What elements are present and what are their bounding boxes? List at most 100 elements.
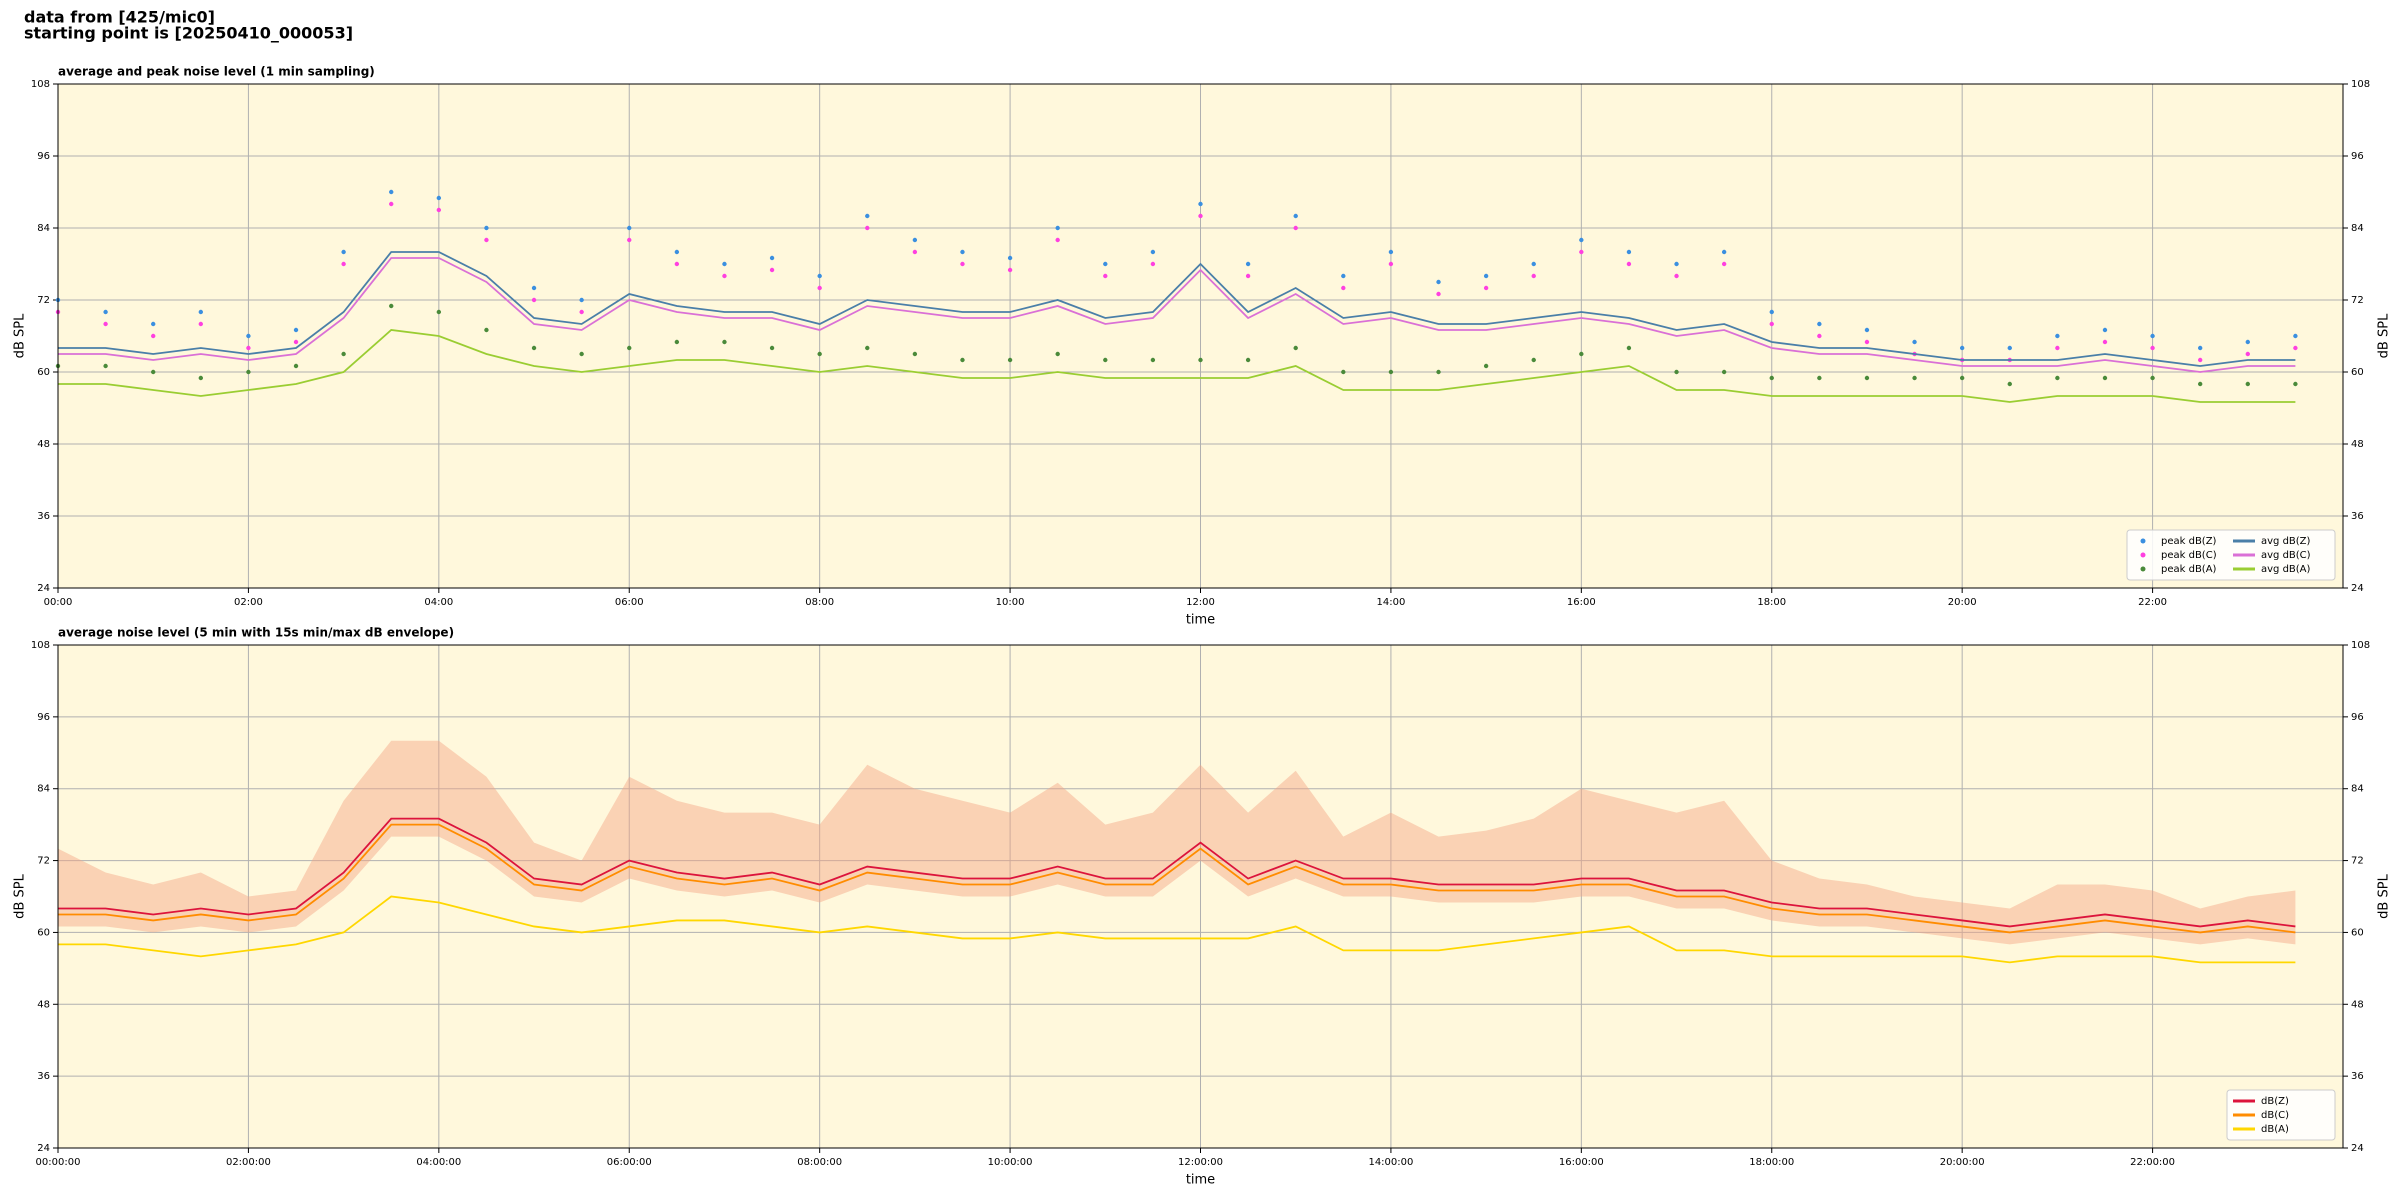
x-axis-label: time — [1186, 1173, 1215, 1188]
y2-tick-label: 36 — [2351, 511, 2364, 522]
y2-tick-label: 96 — [2351, 712, 2364, 723]
peak-point — [531, 297, 537, 303]
peak-point — [865, 213, 870, 219]
x-tick-label: 04:00:00 — [416, 1157, 461, 1168]
y-tick-label: 96 — [37, 712, 50, 723]
y2-tick-label: 24 — [2351, 583, 2364, 594]
peak-point — [865, 225, 870, 231]
peak-point — [2293, 333, 2298, 339]
peak-point — [1531, 273, 1536, 279]
peak-point — [1198, 357, 1203, 363]
y-tick-label: 60 — [37, 927, 50, 938]
x-tick-label: 12:00:00 — [1178, 1157, 1223, 1168]
y2-tick-label: 84 — [2351, 784, 2364, 795]
x-tick-label: 00:00:00 — [36, 1157, 81, 1168]
peak-point — [1912, 375, 1917, 381]
peak-point — [341, 261, 346, 267]
peak-point — [531, 285, 537, 291]
peak-point — [2150, 345, 2155, 351]
peak-point — [1483, 285, 1489, 291]
y-tick-label: 60 — [37, 367, 50, 378]
peak-point — [1769, 321, 1774, 327]
x-tick-label: 08:00 — [805, 597, 834, 608]
series-line — [58, 895, 2296, 964]
y2-tick-label: 108 — [2351, 79, 2370, 90]
peak-point — [484, 237, 489, 243]
y2-tick-label: 60 — [2351, 927, 2364, 938]
peak-point — [389, 303, 394, 309]
y-tick-label: 96 — [37, 151, 50, 162]
x-tick-label: 22:00 — [2138, 597, 2167, 608]
peak-point — [1007, 267, 1013, 273]
peak-point — [1150, 261, 1156, 267]
peak-point — [579, 309, 584, 315]
peak-point — [1674, 261, 1679, 267]
y-tick-label: 72 — [37, 295, 50, 306]
peak-point — [1103, 357, 1108, 363]
peak-point — [1293, 213, 1298, 219]
x-tick-label: 18:00 — [1757, 597, 1786, 608]
y-tick-label: 36 — [37, 511, 50, 522]
peak-point — [1245, 261, 1251, 267]
peak-point — [627, 225, 632, 231]
peak-point — [2007, 345, 2012, 351]
peak-point — [1959, 375, 1965, 381]
peak-point — [1483, 273, 1489, 279]
peak-point — [2102, 327, 2108, 333]
series-line — [58, 257, 2296, 373]
peak-point — [674, 339, 680, 345]
y-tick-label: 24 — [37, 583, 50, 594]
peak-point — [2197, 345, 2203, 351]
x-tick-label: 16:00:00 — [1559, 1157, 1604, 1168]
peak-point — [436, 195, 442, 201]
peak-point — [2055, 345, 2060, 351]
peak-point — [151, 333, 156, 339]
peak-point — [484, 327, 489, 333]
peak-point — [579, 351, 584, 357]
peak-point — [1388, 369, 1394, 375]
legend-label: avg dB(A) — [2261, 564, 2311, 575]
legend-label: avg dB(C) — [2261, 550, 2311, 561]
peak-point — [198, 309, 204, 315]
peak-point — [246, 333, 251, 339]
x-tick-label: 16:00 — [1567, 597, 1596, 608]
peak-point — [341, 249, 346, 255]
x-tick-label: 00:00 — [44, 597, 73, 608]
peak-point — [2245, 381, 2250, 387]
x-tick-label: 10:00 — [996, 597, 1025, 608]
peak-point — [627, 345, 632, 351]
peak-point — [722, 273, 727, 279]
y2-tick-label: 24 — [2351, 1143, 2364, 1154]
peak-point — [1674, 273, 1679, 279]
peak-point — [1341, 369, 1346, 375]
y2-tick-label: 72 — [2351, 856, 2364, 867]
x-tick-label: 20:00:00 — [1940, 1157, 1985, 1168]
peak-point — [151, 321, 156, 327]
peak-point — [389, 189, 394, 195]
peak-point — [1769, 375, 1774, 381]
y-tick-label: 48 — [37, 999, 50, 1010]
peak-point — [484, 225, 489, 231]
peak-point — [2197, 381, 2203, 387]
peak-point — [1483, 363, 1489, 369]
peak-point — [1959, 345, 1965, 351]
chart-title: average and peak noise level (1 min samp… — [58, 65, 375, 79]
peak-point — [246, 345, 251, 351]
peak-point — [912, 351, 918, 357]
peak-point — [1341, 273, 1346, 279]
peak-point — [1150, 357, 1156, 363]
peak-point — [293, 327, 299, 333]
peak-point — [2102, 339, 2108, 345]
header-start: starting point is [20250410_000053] — [24, 24, 353, 43]
peak-point — [2197, 357, 2203, 363]
y-axis-label: dB SPL — [13, 873, 28, 918]
peak-point — [1674, 369, 1679, 375]
peak-point — [1388, 261, 1394, 267]
peak-point — [1388, 249, 1394, 255]
peak-point — [1579, 249, 1584, 255]
peak-point — [722, 261, 727, 267]
peak-point — [1007, 255, 1013, 261]
peak-point — [1245, 273, 1251, 279]
legend-label: dB(C) — [2261, 1110, 2289, 1121]
